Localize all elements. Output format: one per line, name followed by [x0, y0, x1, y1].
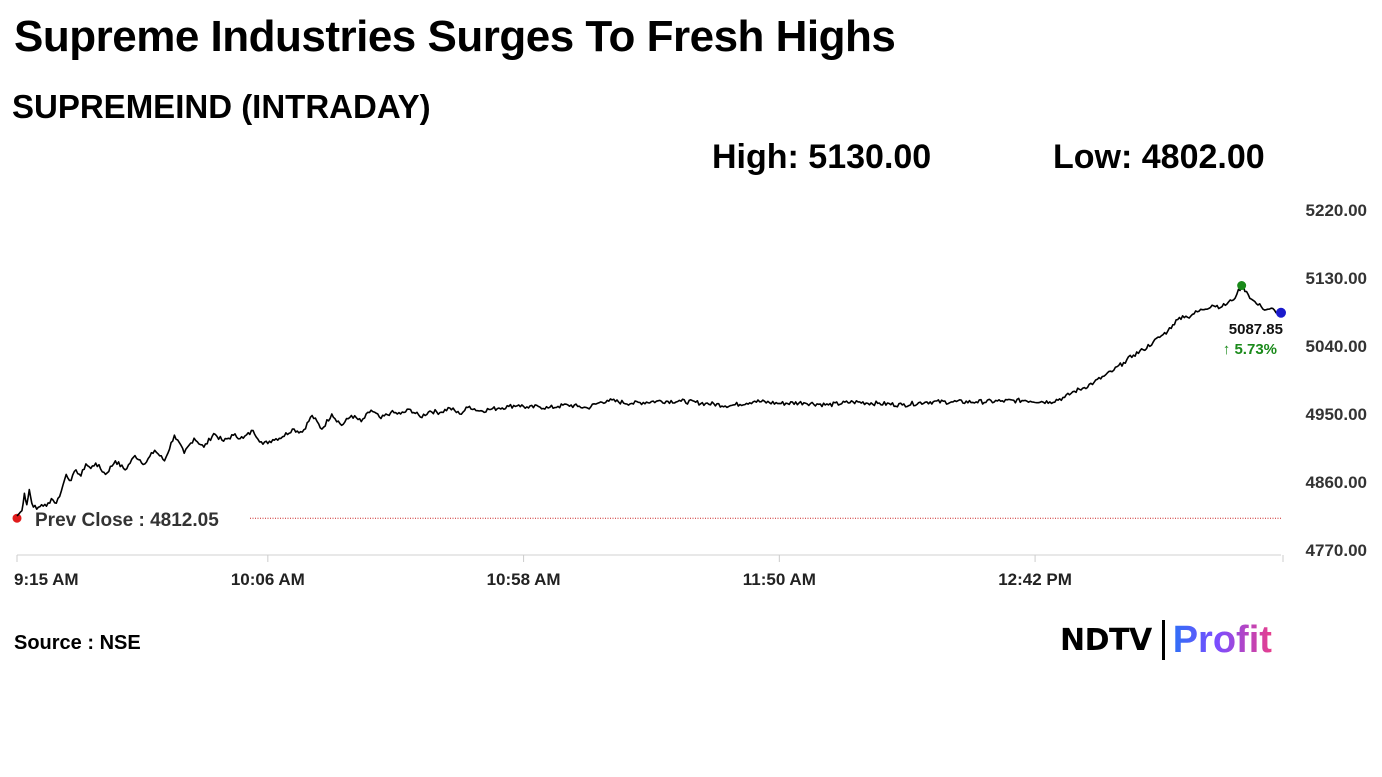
x-tick-label: 11:50 AM — [743, 570, 816, 589]
y-tick-label: 5040.00 — [1306, 337, 1367, 356]
chart-headline: Supreme Industries Surges To Fresh Highs — [14, 12, 896, 61]
last-price-label: 5087.85 — [1229, 321, 1283, 338]
logo-profit-text: Profit — [1172, 618, 1272, 661]
price-series-line — [16, 284, 1282, 517]
prev-close-layer: Prev Close : 4812.05 — [12, 510, 1281, 531]
y-tick-label: 4860.00 — [1306, 473, 1367, 492]
high-price-label: High: 5130.00 — [712, 138, 932, 176]
marker-layer: 5087.85 ↑ 5.73% — [1212, 281, 1286, 361]
ndtv-profit-logo: NDTV Profit — [1060, 617, 1272, 663]
last-price-box — [1212, 317, 1280, 361]
change-percent-label: ↑ 5.73% — [1223, 341, 1277, 358]
logo-ndtv-text: NDTV — [1060, 622, 1152, 658]
y-tick-label: 4950.00 — [1306, 405, 1367, 424]
x-tick-label: 12:42 PM — [998, 570, 1072, 589]
x-tick-label: 10:06 AM — [231, 570, 305, 589]
y-tick-label: 5130.00 — [1306, 269, 1367, 288]
low-price-label: Low: 4802.00 — [1053, 138, 1265, 176]
prev-close-label: Prev Close : 4812.05 — [35, 510, 219, 531]
chart-subtitle: SUPREMEIND (INTRADAY) — [12, 88, 431, 125]
last-price-marker — [1276, 307, 1286, 318]
y-tick-label: 5220.00 — [1306, 201, 1367, 220]
x-tick-label: 9:15 AM — [14, 570, 79, 589]
price-line-layer — [16, 284, 1282, 517]
day-high-marker — [1237, 281, 1247, 291]
logo-divider — [1161, 620, 1165, 660]
y-tick-label: 4770.00 — [1306, 541, 1367, 560]
prev-close-dot — [12, 513, 22, 523]
x-tick-label: 10:58 AM — [487, 570, 561, 589]
y-axis-ticks: 5220.00 5130.00 5040.00 4950.00 4860.00 4770.… — [1306, 201, 1367, 560]
source-label: Source : NSE — [14, 632, 141, 654]
x-axis-ticks: 9:15 AM 10:06 AM 10:58 AM 11:50 AM 12:42 PM — [14, 555, 1284, 589]
